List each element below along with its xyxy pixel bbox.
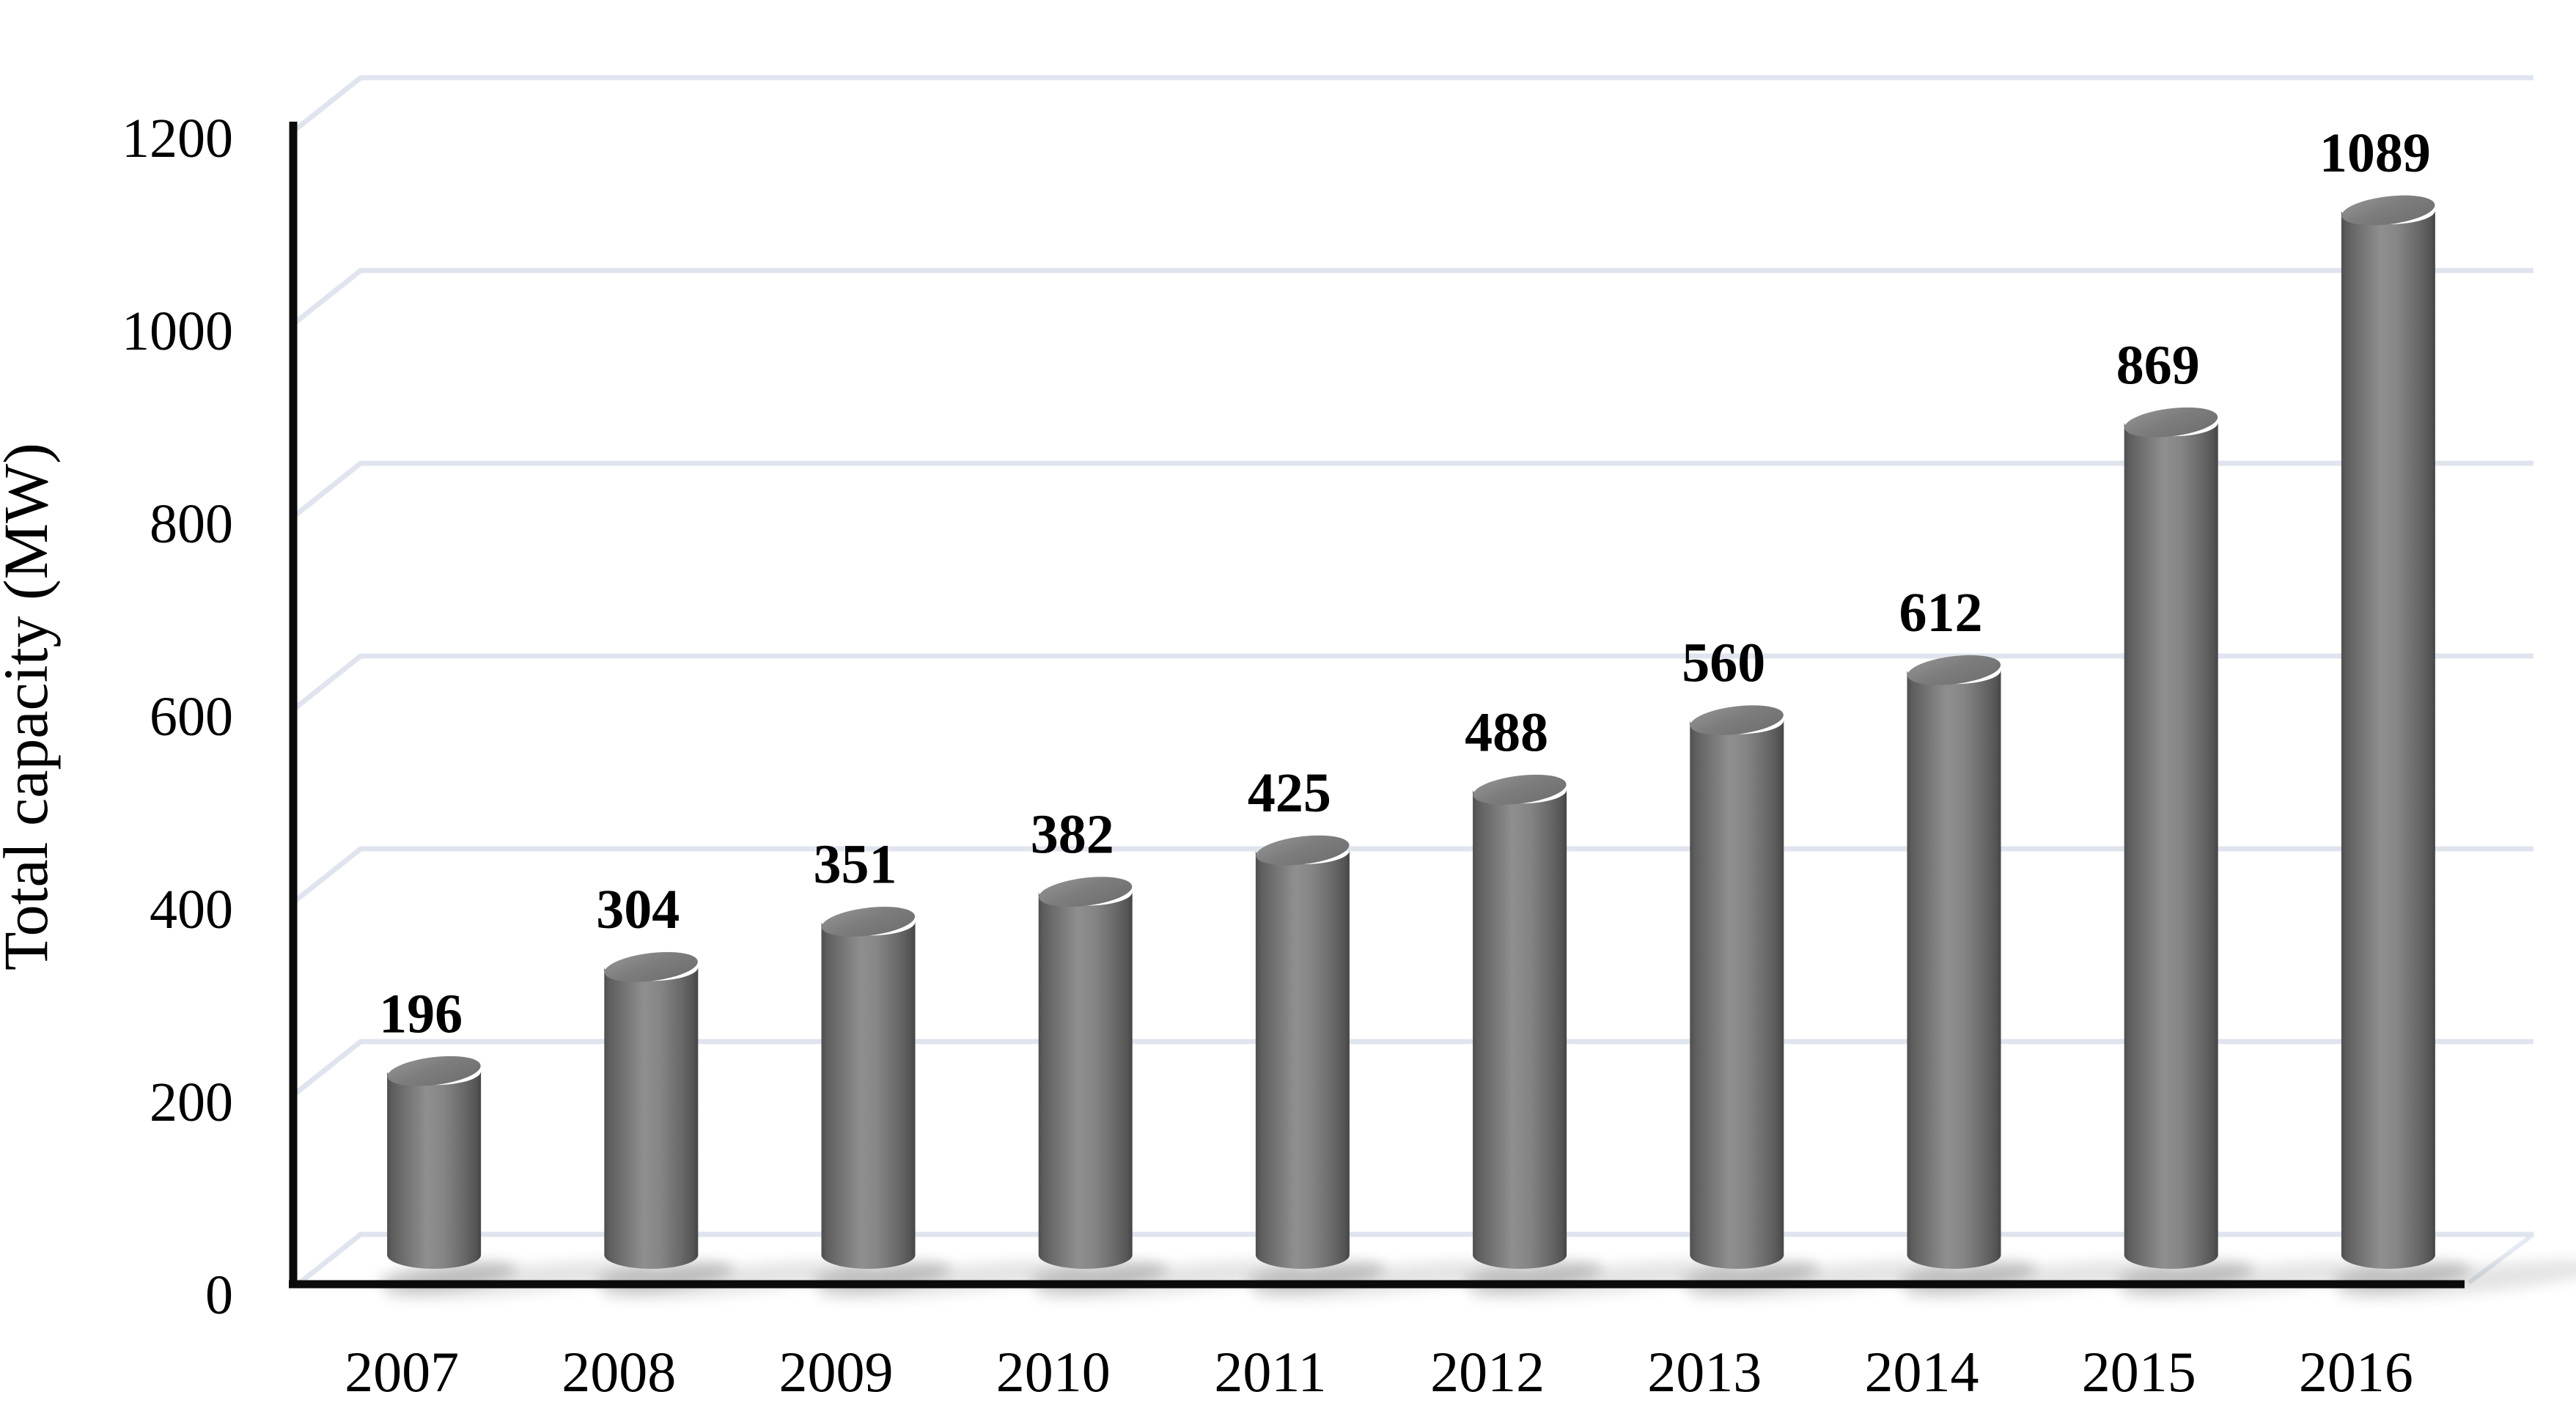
- data-label: 488: [1465, 701, 1548, 763]
- y-tick-label: 0: [205, 1264, 233, 1326]
- bar-top: [2341, 195, 2435, 226]
- gridline: [294, 460, 2533, 517]
- gridlines: [294, 75, 2533, 1095]
- x-category-label: 2013: [1647, 1340, 1762, 1404]
- x-category-label: 2007: [345, 1340, 459, 1404]
- bar-top: [387, 1056, 481, 1086]
- bar-shadow: [2120, 1259, 2391, 1300]
- bar-top: [1256, 835, 1350, 866]
- data-label: 196: [379, 983, 463, 1045]
- bar-cylinder-group: [2332, 195, 2576, 1300]
- bar-series: [378, 195, 2576, 1300]
- bar-top: [1907, 655, 2001, 685]
- y-tick-label: 1200: [122, 108, 233, 169]
- x-category-label: 2014: [1865, 1340, 1979, 1404]
- bar-cylinder-group: [1680, 705, 1957, 1300]
- y-tick-labels: 0 200 400 600 800 1000 1200: [122, 108, 233, 1326]
- floor-back-edge: [294, 1231, 2533, 1288]
- x-category-label: 2011: [1214, 1340, 1326, 1404]
- bar-top: [2124, 407, 2218, 438]
- bar-shadow: [2337, 1259, 2576, 1300]
- bar-cylinder-group: [1246, 835, 1522, 1300]
- y-tick-label: 1000: [122, 301, 233, 362]
- gridline: [294, 75, 2533, 131]
- bar-shadow: [1469, 1259, 1740, 1300]
- bar-shadow: [600, 1259, 871, 1300]
- data-label: 869: [2116, 334, 2200, 396]
- bar-body: [1038, 891, 1133, 1269]
- bar-body: [604, 967, 699, 1269]
- axis-lines: [289, 122, 2465, 1289]
- gridline: [294, 653, 2533, 710]
- x-category-label: 2012: [1430, 1340, 1545, 1404]
- data-label: 560: [1682, 633, 1765, 694]
- data-label: 351: [814, 833, 897, 895]
- bar-body: [2124, 422, 2218, 1269]
- gridline: [294, 1039, 2533, 1095]
- y-tick-label: 400: [150, 879, 233, 940]
- y-tick-label: 600: [150, 686, 233, 748]
- bar-shadow: [1686, 1259, 1957, 1300]
- x-category-label: 2009: [779, 1340, 894, 1404]
- bar-top: [604, 951, 698, 982]
- bar-body: [1690, 720, 1784, 1269]
- data-label: 1089: [2319, 122, 2431, 184]
- bar-body: [821, 921, 916, 1269]
- data-labels: 196 304 351 382 425 488 560 612 869 1089: [379, 122, 2431, 1045]
- x-category-label: 2010: [996, 1340, 1111, 1404]
- bar-body: [1473, 789, 1567, 1269]
- gridline: [294, 268, 2533, 324]
- x-category-label: 2015: [2082, 1340, 2196, 1404]
- data-label: 382: [1031, 804, 1114, 866]
- bar-top: [1039, 877, 1133, 907]
- bar-shadow: [383, 1259, 654, 1300]
- x-category-label: 2008: [562, 1340, 676, 1404]
- y-axis-title: Total capacity (MW): [0, 443, 61, 970]
- bar-shadow: [1034, 1259, 1305, 1300]
- bar-shadow: [817, 1259, 1088, 1300]
- bar-body: [1255, 850, 1350, 1269]
- data-label: 304: [596, 879, 680, 940]
- bar-shadow: [1903, 1259, 2174, 1300]
- bar-top: [821, 907, 916, 937]
- data-label: 425: [1248, 762, 1331, 824]
- bar-cylinder-group: [1463, 774, 1740, 1300]
- bar-cylinder-group: [1029, 877, 1305, 1300]
- y-tick-label: 200: [150, 1072, 233, 1133]
- bar-cylinder-group: [812, 907, 1088, 1300]
- x-category-labels: 2007 2008 2009 2010 2011 2012 2013 2014 2015 2016: [345, 1340, 2413, 1404]
- y-tick-label: 800: [150, 493, 233, 555]
- x-category-label: 2016: [2299, 1340, 2413, 1404]
- gridline: [294, 846, 2533, 902]
- bar-top: [1473, 774, 1567, 805]
- bar-top: [1690, 705, 1784, 736]
- bar-body: [1907, 670, 2001, 1269]
- bar-cylinder-group: [2115, 407, 2391, 1300]
- bar-body: [387, 1071, 482, 1269]
- bar-shadow: [1251, 1259, 1522, 1300]
- bar-body: [2341, 210, 2435, 1270]
- data-label: 612: [1899, 582, 1983, 644]
